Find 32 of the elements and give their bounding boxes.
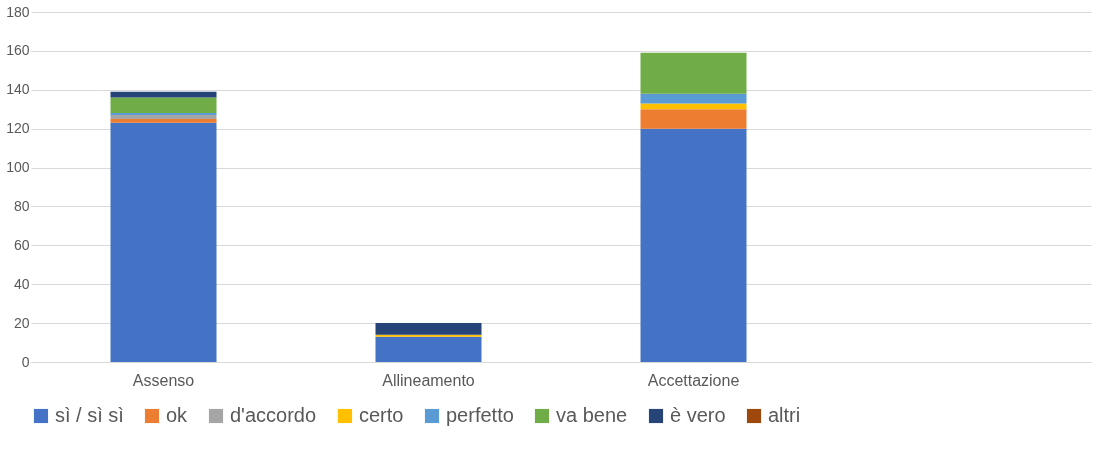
legend-label: sì / sì sì (55, 404, 124, 426)
y-tick-label: 20 (13, 314, 30, 331)
bar (110, 97, 217, 114)
y-tick-label: 100 (6, 159, 30, 176)
y-tick-label: 120 (6, 120, 30, 137)
bar (640, 103, 747, 110)
bar (640, 128, 747, 362)
bar (640, 52, 747, 94)
legend-label: d'accordo (230, 404, 317, 426)
y-tick-label: 180 (6, 3, 30, 20)
legend-label: va bene (556, 404, 628, 426)
bar (110, 118, 217, 123)
legend-label: ok (166, 404, 189, 426)
legend-label: altri (768, 404, 801, 426)
legend-label: perfetto (446, 404, 514, 426)
y-tick-label: 140 (6, 81, 30, 98)
y-tick-label: 60 (13, 236, 30, 253)
bar (640, 109, 747, 129)
bar (640, 93, 747, 104)
legend-label: certo (359, 404, 404, 426)
bar (375, 323, 482, 335)
legend-label: è vero (670, 404, 726, 426)
bar (110, 91, 217, 98)
x-tick-label: Assenso (132, 371, 195, 389)
y-tick-label: 0 (21, 353, 30, 370)
y-tick-label: 80 (13, 197, 30, 214)
x-tick-label: Accettazione (647, 371, 740, 389)
bar (375, 336, 482, 362)
y-tick-label: 40 (13, 275, 30, 292)
x-tick-label: Allineamento (382, 371, 475, 389)
y-tick-label: 160 (6, 42, 30, 59)
bar (110, 122, 217, 362)
